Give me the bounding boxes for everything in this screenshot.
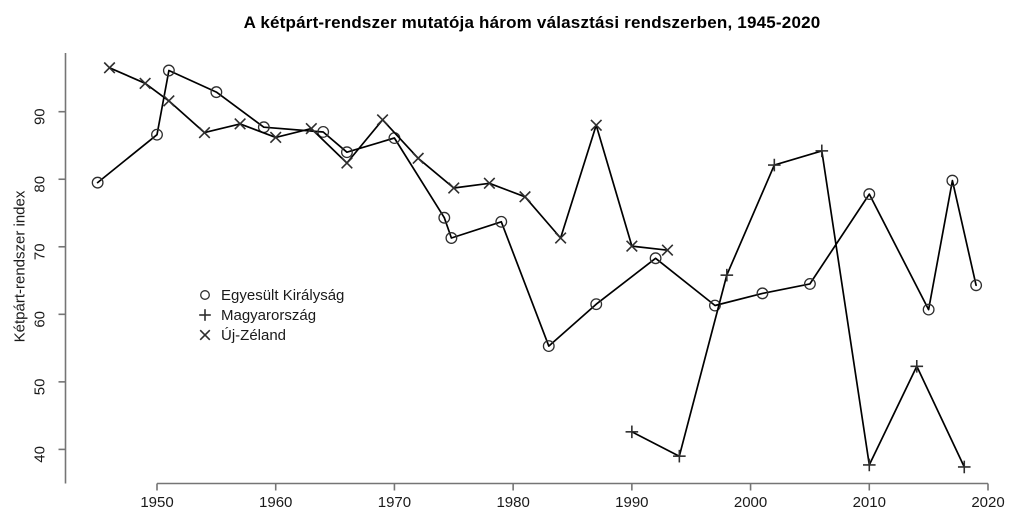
data-point-circle — [340, 146, 353, 159]
y-axis-tick-label: 70 — [32, 243, 49, 260]
data-point-x — [305, 122, 318, 135]
plus-marker-icon — [199, 309, 211, 321]
data-point-plus — [862, 458, 876, 472]
x-axis-tick-label: 1970 — [378, 494, 411, 511]
data-point-x — [447, 182, 460, 194]
series-line-0 — [96, 69, 977, 347]
data-point-circle — [709, 299, 721, 312]
plus-glyph — [199, 309, 211, 321]
y-axis-tick-label: 90 — [32, 108, 49, 125]
data-point-circle — [542, 340, 555, 353]
series-line-1 — [631, 150, 966, 468]
y-axis-tick-label: 40 — [32, 446, 49, 463]
legend-label: Egyesült Királyság — [221, 286, 345, 304]
data-point-circle — [590, 298, 603, 311]
x-axis-tick-label: 1980 — [496, 494, 529, 511]
data-point-circle — [803, 277, 816, 290]
data-point-x — [661, 244, 674, 257]
data-point-circle — [91, 176, 104, 189]
x-axis-tick-label: 2020 — [971, 494, 1004, 511]
data-point-x — [341, 157, 353, 169]
data-point-plus — [815, 144, 829, 158]
data-point-circle — [495, 215, 508, 228]
data-point-x — [163, 95, 175, 107]
data-point-circle — [946, 174, 959, 187]
data-point-x — [103, 61, 116, 74]
x-axis-tick-label: 2010 — [853, 494, 886, 511]
legend-item-uk: Egyesült Királyság — [196, 285, 344, 305]
legend: Egyesült Királyság Magyarország Új-Zélan… — [196, 285, 344, 345]
data-point-plus — [910, 360, 924, 373]
data-point-plus — [625, 425, 639, 439]
data-point-x — [590, 119, 603, 132]
data-point-circle — [649, 252, 662, 265]
y-axis-tick-label: 80 — [32, 176, 49, 193]
data-point-plus — [720, 268, 734, 282]
data-point-circle — [756, 287, 769, 300]
data-point-plus — [768, 158, 781, 172]
legend-label: Magyarország — [221, 306, 317, 324]
data-point-plus — [957, 460, 971, 474]
data-point-x — [269, 131, 282, 144]
data-point-circle — [438, 211, 451, 224]
data-point-x — [519, 190, 531, 203]
x-glyph — [199, 329, 211, 341]
data-point-x — [412, 152, 425, 165]
y-axis-tick-label: 50 — [32, 379, 49, 396]
data-point-circle — [970, 279, 983, 292]
data-point-circle — [445, 232, 458, 244]
x-marker-icon — [199, 329, 211, 341]
x-axis-tick-label: 1990 — [615, 494, 648, 511]
data-point-circle — [210, 86, 223, 99]
chart-title: A kétpárt-rendszer mutatója három válasz… — [243, 13, 821, 32]
circle-marker-icon — [200, 290, 210, 300]
data-point-x — [234, 117, 246, 130]
x-axis-tick-label: 1950 — [140, 494, 173, 511]
x-axis-tick-label: 1960 — [259, 494, 292, 511]
data-point-x — [554, 232, 567, 244]
legend-item-new-zealand: Új-Zéland — [196, 325, 344, 345]
x-axis-tick-label: 2000 — [734, 494, 767, 511]
data-point-x — [376, 113, 389, 126]
legend-label: Új-Zéland — [221, 326, 287, 344]
data-point-circle — [162, 64, 175, 77]
legend-item-hungary: Magyarország — [196, 305, 344, 325]
circle-glyph — [200, 290, 210, 300]
data-point-x — [625, 240, 638, 252]
y-axis-tick-label: 60 — [32, 311, 49, 328]
series-line-2 — [108, 66, 669, 252]
data-point-circle — [922, 303, 935, 316]
data-point-x — [483, 177, 496, 190]
data-point-x — [139, 77, 151, 90]
data-point-plus — [673, 449, 686, 463]
data-point-x — [198, 126, 211, 139]
data-point-circle — [317, 126, 330, 138]
data-point-circle — [151, 128, 163, 141]
data-point-circle — [863, 188, 876, 201]
y-axis-title: Kétpárt-rendszer index — [11, 190, 29, 343]
